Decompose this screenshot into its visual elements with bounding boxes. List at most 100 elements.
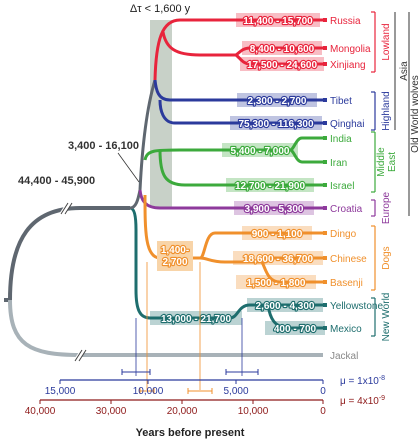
axis1-tick-0: 15,000 xyxy=(45,386,76,397)
branch-red-m xyxy=(235,46,323,57)
leaf-marker-israel xyxy=(323,183,327,187)
range-label-yellowstone: 2,600 - 4,300 xyxy=(247,298,323,313)
leaf-marker-basenji xyxy=(323,280,327,284)
group-brackets: Lowland Highland MiddleEast Europe Dogs New W… xyxy=(371,11,419,341)
branch-orange-c xyxy=(264,256,323,264)
leaf-label-tibet: Tibet xyxy=(330,96,352,107)
break-mark-upper-b xyxy=(64,202,73,215)
leaf-label-mexico: Mexico xyxy=(330,324,362,335)
svg-text:Dogs: Dogs xyxy=(381,246,392,269)
range-label-xinjiang: 17,500 - 24,600 xyxy=(240,57,324,72)
root-range-label: 44,400 - 45,900 xyxy=(18,175,95,187)
leaf-label-israel: Israel xyxy=(330,181,354,192)
range-label-russia: 11,400 - 15,700 xyxy=(236,13,320,28)
leaf-label-india: India xyxy=(330,134,352,145)
svg-text:Highland: Highland xyxy=(381,91,392,130)
branch-blue xyxy=(153,79,323,102)
range-label-mexico: 400 - 700 xyxy=(265,321,325,336)
group-lowland: Lowland xyxy=(371,11,392,73)
break-mark-lower xyxy=(73,347,87,363)
svg-text:5,400 - 7,000: 5,400 - 7,000 xyxy=(231,146,290,157)
branch-red-x xyxy=(235,53,323,66)
branch-teal-m xyxy=(266,304,323,330)
branch-blue-q xyxy=(158,99,323,125)
leaf-label-russia: Russia xyxy=(330,16,361,27)
svg-text:17,500 - 24,600: 17,500 - 24,600 xyxy=(247,60,317,71)
branch-red-mx xyxy=(161,31,236,57)
svg-text:2,600 - 4,300: 2,600 - 4,300 xyxy=(256,301,315,312)
break-mark-lower-b xyxy=(78,349,87,362)
leaf-marker-tibet xyxy=(323,98,327,102)
group-dogs: Dogs xyxy=(371,225,392,291)
svg-text:75,300 - 116,300: 75,300 - 116,300 xyxy=(238,119,314,130)
leaf-label-basenji: Basenji xyxy=(330,278,363,289)
leaf-label-xinjiang: Xinjiang xyxy=(330,60,366,71)
delta-tau-label: Δτ < 1,600 y xyxy=(130,3,191,15)
svg-text:Old World wolves: Old World wolves xyxy=(410,75,419,153)
leaf-label-dingo: Dingo xyxy=(330,229,357,240)
group-new-world: New World xyxy=(371,293,392,341)
range-label-nw: 13,000 - 21,700 xyxy=(150,311,242,326)
range-labels: 11,400 - 15,700 8,400 - 10,600 17,500 - 24… xyxy=(150,13,325,336)
leaf-label-yellowstone: Yellowstone xyxy=(330,301,383,312)
axis2-tick-4: 0 xyxy=(320,406,326,417)
range-label-basenji: 1,500 - 1,800 xyxy=(236,275,316,290)
leaf-label-jackal: Jackal xyxy=(330,351,358,362)
branch-stem-gray xyxy=(129,189,142,210)
svg-text:18,600 - 36,700: 18,600 - 36,700 xyxy=(243,254,313,265)
axis2-tick-3: 10,000 xyxy=(238,406,269,417)
svg-text:2,300 - 2,700: 2,300 - 2,700 xyxy=(248,96,307,107)
leaf-marker-chinese xyxy=(323,256,327,260)
svg-text:1,400-2,700: 1,400-2,700 xyxy=(161,245,189,268)
x-axis-label: Years before present xyxy=(136,427,245,439)
branch-stem-teal xyxy=(129,206,230,320)
leaf-marker-dingo xyxy=(323,231,327,235)
leaf-marker-russia xyxy=(323,18,327,22)
svg-text:900 - 1,100: 900 - 1,100 xyxy=(252,229,303,240)
leaf-marker-india xyxy=(323,136,327,140)
branch-green-israel xyxy=(158,149,323,187)
range-label-chinese: 18,600 - 36,700 xyxy=(233,251,323,266)
branch-orange-b xyxy=(260,261,323,284)
svg-text:400 - 700: 400 - 700 xyxy=(274,324,317,335)
svg-text:Lowland: Lowland xyxy=(381,23,392,60)
leaf-marker-qinghai xyxy=(323,121,327,125)
range-label-india-iran: 5,400 - 7,000 xyxy=(222,143,298,158)
axis1-tick-3: 0 xyxy=(320,386,326,397)
group-highland: Highland xyxy=(371,91,392,131)
leaf-marker-yellowstone xyxy=(323,303,327,307)
svg-text:1,500 - 1,800: 1,500 - 1,800 xyxy=(247,278,306,289)
leaf-label-iran: Iran xyxy=(330,158,347,169)
range-label-dingo: 900 - 1,100 xyxy=(242,226,312,241)
branch-teal-y xyxy=(229,303,323,320)
branch-green xyxy=(143,148,290,161)
group-old-world: Old World wolves xyxy=(408,12,419,216)
axis2-tick-1: 30,000 xyxy=(96,406,127,417)
time-axis-2: 40,000 30,000 20,000 10,000 0 μ = 4x10-9 xyxy=(25,395,385,417)
group-middle-east: MiddleEast xyxy=(371,131,398,193)
leaf-label-qinghai: Qinghai xyxy=(330,119,364,130)
axis1-tick-2: 5,000 xyxy=(223,386,248,397)
ow-range-label: 3,400 - 16,100 xyxy=(68,140,139,152)
ow-range-pointer xyxy=(117,152,140,183)
range-label-croatia: 3,900 - 5,300 xyxy=(234,201,314,216)
leaf-marker-mexico xyxy=(323,326,327,330)
axis1-mu: μ = 1x10-8 xyxy=(340,375,385,387)
axis2-tick-0: 40,000 xyxy=(25,406,56,417)
branch-red xyxy=(153,18,323,81)
calibration-markers xyxy=(121,262,259,394)
range-label-qinghai: 75,300 - 116,300 xyxy=(230,116,322,131)
svg-text:MiddleEast: MiddleEast xyxy=(376,147,398,177)
svg-text:12,700 - 21,900: 12,700 - 21,900 xyxy=(235,181,305,192)
axis2-mu: μ = 4x10-9 xyxy=(340,395,385,407)
branch-orange-cb xyxy=(199,256,265,264)
group-europe: Europe xyxy=(371,191,392,224)
break-mark-upper xyxy=(59,200,73,216)
svg-text:8,400 - 10,600: 8,400 - 10,600 xyxy=(250,44,315,55)
group-asia: Asia xyxy=(394,12,410,130)
break-mark-upper-a xyxy=(60,202,69,215)
break-mark-lower-a xyxy=(74,349,83,362)
dogs-range-label: 1,400-2,700 xyxy=(157,241,193,271)
